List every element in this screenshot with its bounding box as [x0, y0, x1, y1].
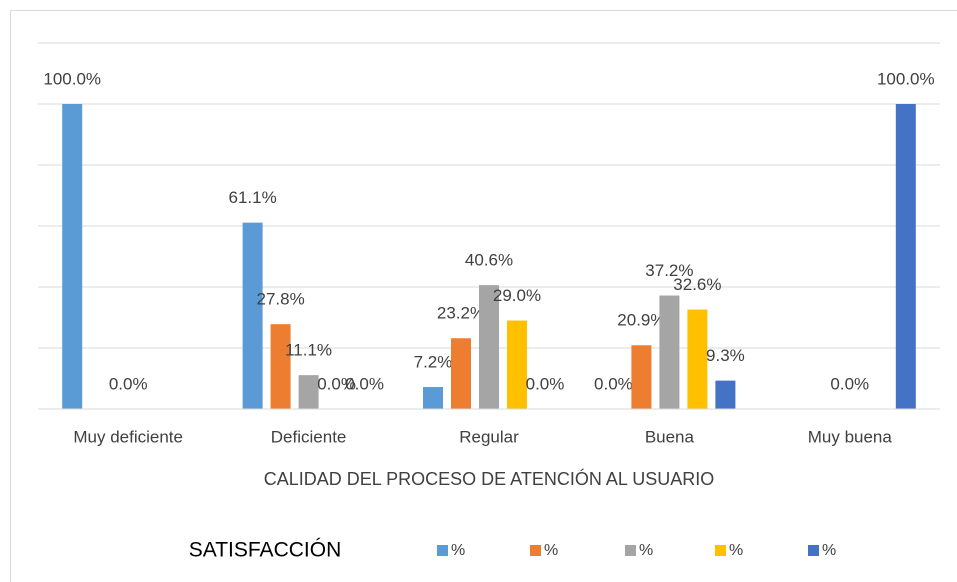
data-label: 0.0%	[594, 374, 633, 393]
legend-swatch	[625, 545, 636, 556]
data-label: 29.0%	[493, 286, 541, 305]
data-label: 61.1%	[228, 188, 276, 207]
data-label: 11.1%	[285, 341, 332, 360]
bar	[631, 345, 652, 409]
legend-label: %	[729, 542, 743, 559]
bar	[298, 375, 319, 409]
bar	[687, 309, 708, 409]
data-label: 100.0%	[877, 69, 935, 88]
data-label: 0.0%	[830, 374, 869, 393]
legend-label: %	[544, 542, 558, 559]
data-label: 0.0%	[317, 374, 356, 393]
data-label: 0.0%	[345, 374, 384, 393]
legend-title: SATISFACCIÓN	[189, 539, 341, 562]
x-tick-label: Muy deficiente	[73, 427, 183, 446]
data-label: 23.2%	[437, 304, 485, 323]
bar	[715, 380, 736, 409]
x-tick-label: Regular	[459, 427, 519, 446]
data-label: 37.2%	[645, 261, 693, 280]
data-label: 100.0%	[43, 69, 101, 88]
legend-label: %	[639, 542, 653, 559]
x-tick-label: Buena	[645, 427, 695, 446]
data-label: 9.3%	[706, 346, 745, 365]
data-label: 32.6%	[673, 275, 721, 294]
legend-swatch	[530, 545, 541, 556]
legend-label: %	[451, 542, 465, 559]
bar	[62, 104, 83, 409]
bar	[479, 285, 499, 409]
x-tick-label: Muy buena	[808, 427, 893, 446]
x-tick-label: Deficiente	[271, 427, 347, 446]
bar	[507, 320, 527, 409]
data-label: 0.0%	[526, 374, 565, 393]
bar	[423, 387, 443, 409]
data-label: 0.0%	[109, 374, 148, 393]
bar	[242, 222, 263, 409]
legend-label: %	[822, 542, 836, 559]
bar	[451, 338, 471, 409]
bar	[659, 295, 680, 409]
chart-border	[10, 10, 957, 582]
data-label: 7.2%	[414, 353, 453, 372]
legend-swatch	[715, 545, 726, 556]
bar	[270, 324, 291, 409]
data-label: 40.6%	[465, 251, 513, 270]
data-label: 27.8%	[256, 290, 304, 309]
legend-swatch	[437, 545, 448, 556]
x-axis-title: CALIDAD DEL PROCESO DE ATENCIÓN AL USUAR…	[264, 468, 714, 489]
bar	[895, 104, 916, 409]
data-label: 20.9%	[617, 311, 665, 330]
legend-swatch	[808, 545, 819, 556]
